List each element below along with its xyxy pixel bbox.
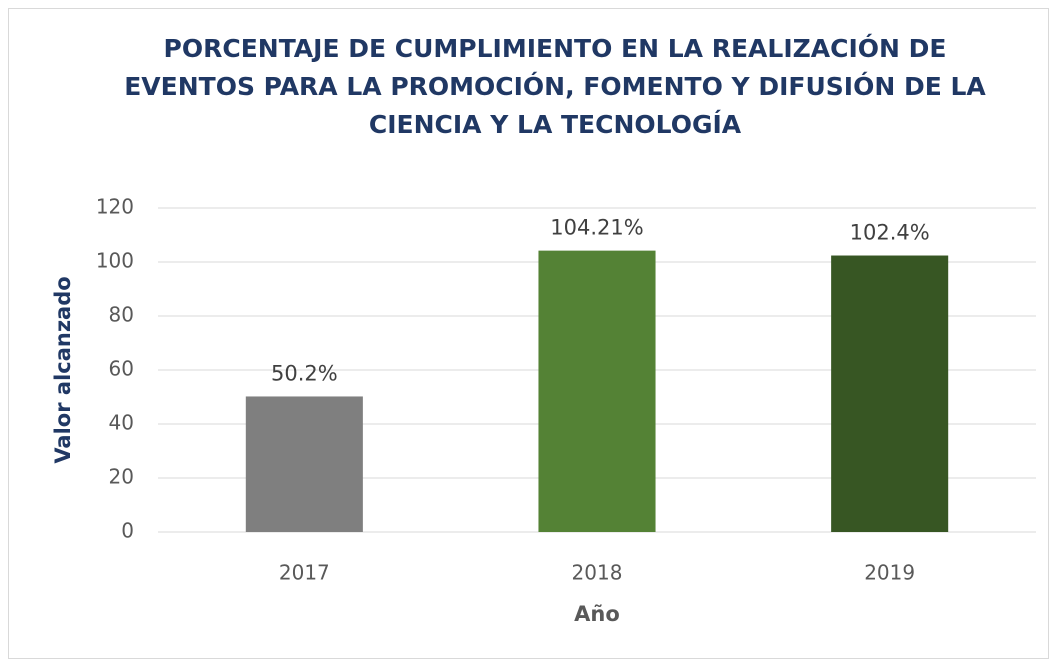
chart-title: EVENTOS PARA LA PROMOCIÓN, FOMENTO Y DIF… <box>124 71 986 101</box>
y-tick-label: 0 <box>121 519 134 543</box>
bar <box>245 396 363 532</box>
y-tick-label: 120 <box>96 195 134 219</box>
x-axis-label: Año <box>574 602 620 626</box>
bar <box>538 250 656 532</box>
y-tick-label: 80 <box>109 303 134 327</box>
x-tick-label: 2017 <box>279 561 330 585</box>
y-axis-label: Valor alcanzado <box>51 276 75 463</box>
data-label: 102.4% <box>850 221 930 245</box>
data-label: 50.2% <box>271 361 338 385</box>
x-tick-label: 2019 <box>864 561 915 585</box>
y-tick-label: 20 <box>109 465 134 489</box>
chart-title: CIENCIA Y LA TECNOLOGÍA <box>369 110 742 139</box>
data-label: 104.21% <box>550 216 643 240</box>
y-tick-label: 60 <box>109 357 134 381</box>
x-tick-label: 2018 <box>572 561 623 585</box>
y-tick-label: 100 <box>96 249 134 273</box>
chart-title: PORCENTAJE DE CUMPLIMIENTO EN LA REALIZA… <box>164 33 947 63</box>
bar <box>831 255 949 532</box>
y-tick-label: 40 <box>109 411 134 435</box>
